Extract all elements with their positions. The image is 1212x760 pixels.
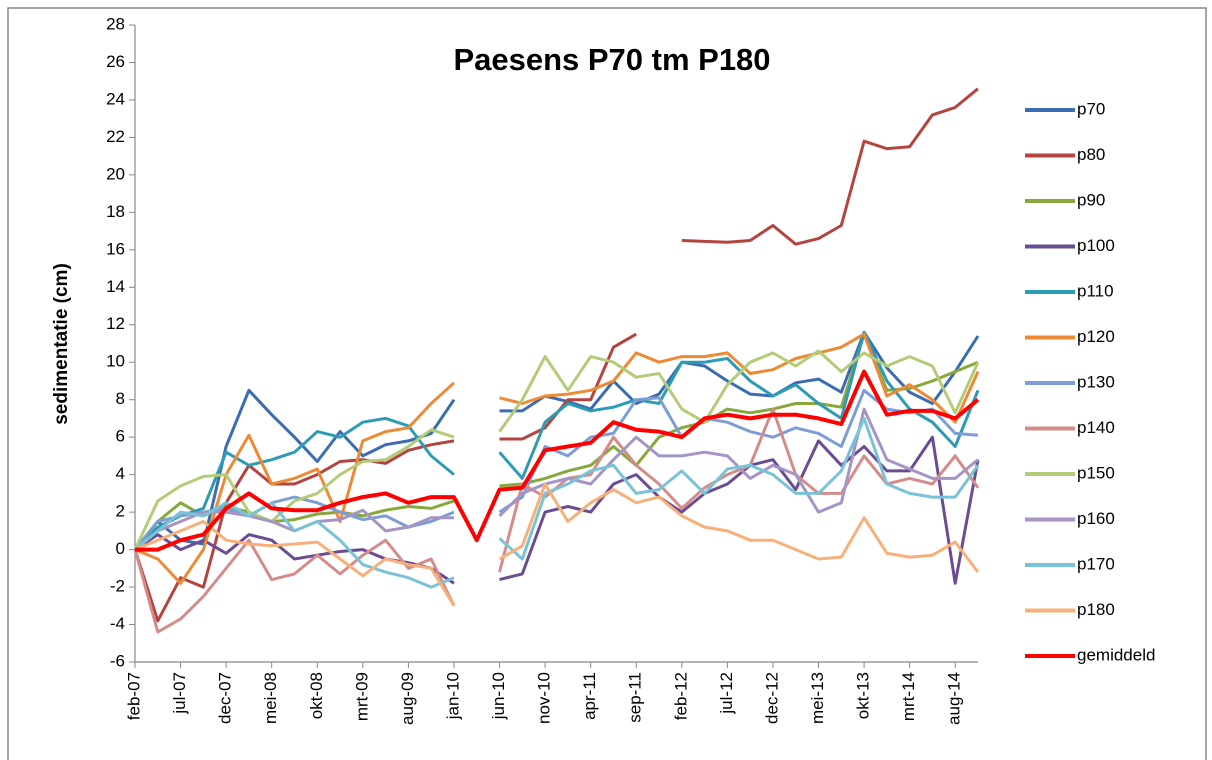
y-tick-label: -6 — [110, 651, 125, 670]
series-line — [134, 332, 980, 585]
series-line — [134, 482, 980, 607]
series-line — [133, 330, 980, 551]
x-tick-label: aug-14 — [945, 672, 964, 725]
legend-label: p120 — [1077, 327, 1115, 346]
y-tick-label: 0 — [116, 539, 125, 558]
legend-label: gemiddeld — [1077, 645, 1155, 664]
x-tick-label: jul-07 — [170, 672, 189, 715]
y-tick-label: 12 — [106, 314, 125, 333]
series-line — [134, 416, 980, 589]
x-tick-label: nov-10 — [535, 672, 554, 724]
y-tick-label: 18 — [106, 202, 125, 221]
x-tick-label: dec-12 — [762, 672, 781, 724]
legend-label: p100 — [1077, 236, 1115, 255]
x-tick-label: mrt-14 — [899, 672, 918, 721]
y-tick-label: -4 — [110, 614, 125, 633]
legend-label: p110 — [1077, 281, 1114, 300]
x-tick-label: feb-07 — [124, 672, 143, 720]
y-tick-label: 24 — [106, 89, 125, 108]
x-tick-label: dec-07 — [216, 672, 235, 724]
legend-label: p150 — [1077, 463, 1115, 482]
legend-label: p70 — [1077, 99, 1105, 118]
x-tick-label: feb-12 — [671, 672, 690, 720]
y-tick-label: -2 — [110, 577, 125, 596]
x-tick-label: mrt-09 — [352, 672, 371, 721]
legend-label: p180 — [1077, 600, 1115, 619]
y-tick-label: 2 — [116, 502, 125, 521]
y-tick-label: 10 — [106, 352, 125, 371]
x-tick-label: jul-12 — [717, 672, 736, 715]
y-axis-title: sedimentatie (cm) — [51, 263, 72, 425]
legend-label: p90 — [1077, 190, 1105, 209]
x-tick-label: okt-13 — [854, 672, 873, 719]
x-tick-label: jun-10 — [489, 672, 508, 720]
y-tick-label: 14 — [106, 277, 125, 296]
series-line — [133, 87, 979, 623]
y-tick-label: 28 — [106, 14, 125, 33]
x-tick-label: sep-11 — [626, 672, 645, 723]
y-tick-label: 22 — [106, 127, 125, 146]
x-tick-label: apr-11 — [580, 672, 599, 720]
series-line — [133, 349, 980, 551]
legend-label: p80 — [1077, 145, 1105, 164]
legend-label: p160 — [1077, 509, 1115, 528]
series-line — [135, 369, 980, 552]
legend-label: p130 — [1077, 372, 1115, 391]
y-tick-label: 20 — [106, 164, 125, 183]
legend-label: p140 — [1077, 418, 1115, 437]
x-tick-label: aug-09 — [398, 672, 417, 725]
x-tick-label: mei-08 — [261, 672, 280, 724]
x-tick-label: mei-13 — [808, 672, 827, 724]
y-tick-label: 6 — [116, 427, 125, 446]
y-tick-label: 16 — [106, 239, 125, 258]
y-tick-label: 8 — [116, 389, 125, 408]
x-tick-label: okt-08 — [307, 672, 326, 719]
chart-title: Paesens P70 tm P180 — [453, 42, 770, 77]
y-tick-label: 4 — [116, 464, 125, 483]
y-tick-label: 26 — [106, 52, 125, 71]
x-tick-label: jan-10 — [443, 672, 462, 720]
legend-label: p170 — [1077, 554, 1115, 573]
